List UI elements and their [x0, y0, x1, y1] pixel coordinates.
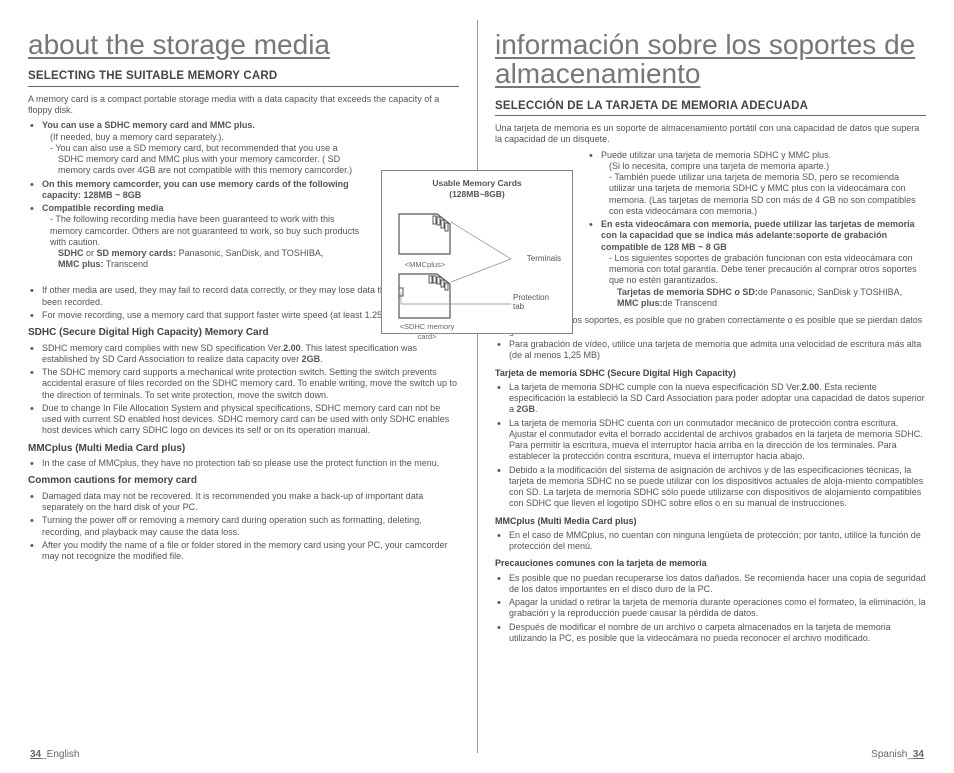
mmc-label: <MMCplus> [395, 260, 455, 269]
right-column: información sobre los soportes de almace… [477, 30, 926, 646]
bullet: En el caso de MMCplus, no cuentan con ni… [495, 530, 926, 553]
sdhc-label: <SDHC memory card> [391, 322, 463, 341]
subhead-common: Common cautions for memory card [28, 475, 459, 488]
bullet: Damaged data may not be recovered. It is… [28, 491, 459, 514]
main-title-right: información sobre los soportes de almace… [495, 30, 926, 89]
terminals-label: Terminals [527, 254, 561, 264]
bullet: The SDHC memory card supports a mechanic… [28, 367, 459, 401]
bullet: You can use a SDHC memory card and MMC p… [28, 120, 367, 176]
bullet: Due to change In File Allocation System … [28, 403, 459, 437]
bullet: Debido a la modificación del sistema de … [495, 465, 926, 510]
section-title-right: SELECCIÓN DE LA TARJETA DE MEMORIA ADECU… [495, 99, 926, 116]
bullet: Turning the power off or removing a memo… [28, 515, 459, 538]
bullet: Después de modificar el nombre de un arc… [495, 622, 926, 645]
main-title-left: about the storage media [28, 30, 459, 59]
bullet: Apagar la unidad o retirar la tarjeta de… [495, 597, 926, 620]
bullet: On this memory camcorder, you can use me… [28, 179, 367, 202]
section-title-left: SELECTING THE SUITABLE MEMORY CARD [28, 69, 459, 86]
bullet: Es posible que no puedan recuperarse los… [495, 573, 926, 596]
bullet: Puede utilizar una tarjeta de memoria SD… [587, 150, 926, 218]
intro-right: Una tarjeta de memoria es un soporte de … [495, 123, 926, 146]
bullet: Compatible recording media - The followi… [28, 203, 367, 271]
protection-label: Protection tab [513, 294, 561, 312]
subhead-sdhc-r: Tarjeta de memoria SDHC (Secure Digital … [495, 368, 926, 379]
subhead-mmc: MMCplus (Multi Media Card plus) [28, 443, 459, 456]
subhead-mmc-r: MMCplus (Multi Media Card plus) [495, 516, 926, 527]
intro-left: A memory card is a compact portable stor… [28, 94, 459, 117]
subhead-common-r: Precauciones comunes con la tarjeta de m… [495, 558, 926, 569]
diagram-title: Usable Memory Cards(128MB~8GB) [389, 178, 565, 199]
bullet: La tarjeta de memoria SDHC cumple con la… [495, 382, 926, 416]
footer-left: 34_English [30, 749, 79, 762]
bullet: Para grabación de vídeo, utilice una tar… [495, 339, 926, 362]
bullet: SDHC memory card complies with new SD sp… [28, 343, 459, 366]
bullet: La tarjeta de memoria SDHC cuenta con un… [495, 418, 926, 463]
bullet: En esta videocámara con memoria, puede u… [587, 219, 926, 309]
bullet: In the case of MMCplus, they have no pro… [28, 458, 459, 469]
footer-right: Spanish_34 [871, 749, 924, 762]
memory-card-diagram: Usable Memory Cards(128MB~8GB) <MMCplus>… [381, 170, 573, 334]
bullet: After you modify the name of a file or f… [28, 540, 459, 563]
